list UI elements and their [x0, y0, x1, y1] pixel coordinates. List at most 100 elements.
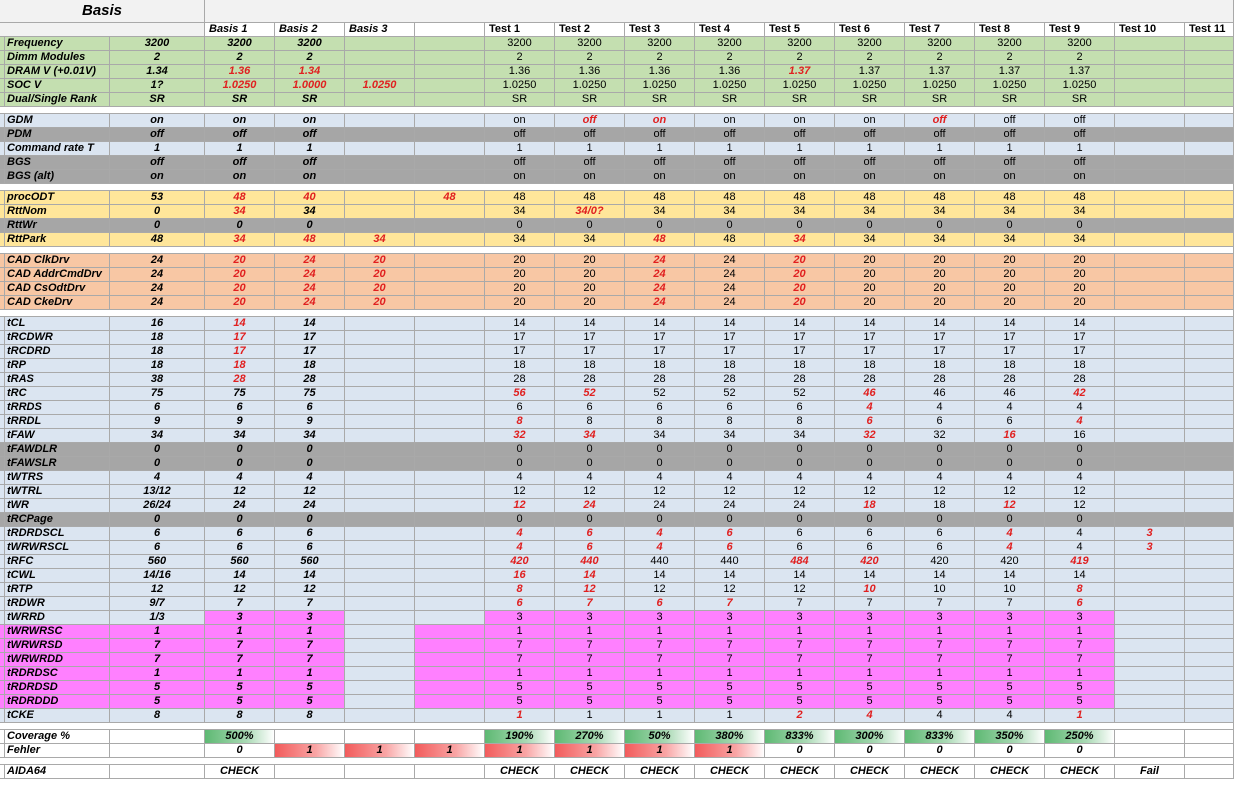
column-header[interactable]: Test 3 — [625, 23, 695, 37]
data-cell[interactable] — [345, 471, 415, 485]
data-cell[interactable] — [345, 541, 415, 555]
data-cell[interactable]: 4 — [975, 541, 1045, 555]
data-cell[interactable] — [415, 387, 485, 401]
data-cell[interactable]: 4 — [1045, 541, 1115, 555]
data-cell[interactable]: 1 — [1045, 667, 1115, 681]
data-cell[interactable]: 28 — [275, 373, 345, 387]
data-cell[interactable]: 1.37 — [835, 65, 905, 79]
data-cell[interactable]: 5 — [205, 681, 275, 695]
data-cell[interactable]: 24 — [695, 296, 765, 310]
data-cell[interactable] — [415, 730, 485, 744]
data-cell[interactable]: 6 — [905, 415, 975, 429]
data-cell[interactable]: 270% — [555, 730, 625, 744]
data-cell[interactable]: off — [905, 156, 975, 170]
data-cell[interactable] — [345, 219, 415, 233]
row-label[interactable]: RttPark — [5, 233, 110, 247]
data-cell[interactable] — [345, 205, 415, 219]
data-cell[interactable]: 17 — [1045, 331, 1115, 345]
data-cell[interactable] — [1115, 373, 1185, 387]
data-cell[interactable] — [1115, 499, 1185, 513]
data-cell[interactable]: 500% — [205, 730, 275, 744]
data-cell[interactable] — [1115, 639, 1185, 653]
data-cell[interactable] — [415, 373, 485, 387]
data-cell[interactable]: 5 — [275, 681, 345, 695]
data-cell[interactable]: 17 — [975, 331, 1045, 345]
data-cell[interactable]: 0 — [625, 457, 695, 471]
data-cell[interactable]: 14 — [205, 569, 275, 583]
row-edge[interactable] — [0, 667, 5, 681]
data-cell[interactable]: 17 — [485, 331, 555, 345]
data-cell[interactable]: 17 — [835, 331, 905, 345]
data-cell[interactable] — [345, 114, 415, 128]
data-cell[interactable] — [1185, 429, 1234, 443]
data-cell[interactable] — [415, 695, 485, 709]
data-cell[interactable]: 14 — [485, 317, 555, 331]
data-cell[interactable]: 2 — [695, 51, 765, 65]
data-cell[interactable] — [1185, 457, 1234, 471]
data-cell[interactable]: 48 — [555, 191, 625, 205]
data-cell[interactable]: 17 — [555, 331, 625, 345]
data-cell[interactable]: 5 — [275, 695, 345, 709]
data-cell[interactable] — [415, 401, 485, 415]
data-cell[interactable] — [415, 471, 485, 485]
data-cell[interactable]: 20 — [905, 296, 975, 310]
data-cell[interactable]: 2 — [905, 51, 975, 65]
data-cell[interactable]: 2 — [485, 51, 555, 65]
data-cell[interactable]: 1 — [345, 744, 415, 758]
data-cell[interactable]: 1.34 — [110, 65, 205, 79]
data-cell[interactable]: 12 — [765, 583, 835, 597]
data-cell[interactable] — [110, 744, 205, 758]
data-cell[interactable]: 17 — [975, 345, 1045, 359]
row-edge[interactable] — [0, 142, 5, 156]
row-label[interactable]: CAD ClkDrv — [5, 254, 110, 268]
data-cell[interactable] — [345, 499, 415, 513]
data-cell[interactable]: 34 — [205, 205, 275, 219]
data-cell[interactable]: off — [905, 128, 975, 142]
data-cell[interactable]: 6 — [485, 401, 555, 415]
data-cell[interactable] — [345, 730, 415, 744]
data-cell[interactable] — [1185, 597, 1234, 611]
data-cell[interactable] — [1115, 142, 1185, 156]
data-cell[interactable] — [415, 569, 485, 583]
data-cell[interactable]: 0 — [205, 457, 275, 471]
data-cell[interactable]: 1 — [975, 667, 1045, 681]
data-cell[interactable]: 48 — [275, 233, 345, 247]
data-cell[interactable]: 34 — [975, 233, 1045, 247]
data-cell[interactable]: 24 — [695, 254, 765, 268]
row-edge[interactable] — [0, 317, 5, 331]
data-cell[interactable]: 3 — [975, 611, 1045, 625]
data-cell[interactable]: off — [975, 114, 1045, 128]
data-cell[interactable]: off — [205, 128, 275, 142]
data-cell[interactable]: 34 — [555, 429, 625, 443]
column-header[interactable]: Test 7 — [905, 23, 975, 37]
row-edge[interactable] — [0, 233, 5, 247]
data-cell[interactable]: off — [695, 156, 765, 170]
column-header[interactable] — [415, 23, 485, 37]
data-cell[interactable] — [1115, 667, 1185, 681]
data-cell[interactable] — [1185, 730, 1234, 744]
data-cell[interactable]: 560 — [275, 555, 345, 569]
data-cell[interactable] — [345, 611, 415, 625]
data-cell[interactable] — [345, 142, 415, 156]
data-cell[interactable]: 420 — [485, 555, 555, 569]
data-cell[interactable]: off — [275, 156, 345, 170]
data-cell[interactable]: 5 — [905, 695, 975, 709]
data-cell[interactable]: off — [555, 128, 625, 142]
data-cell[interactable]: 9 — [110, 415, 205, 429]
data-cell[interactable]: 14 — [275, 569, 345, 583]
data-cell[interactable]: on — [110, 114, 205, 128]
data-cell[interactable]: 0 — [555, 513, 625, 527]
data-cell[interactable] — [1185, 268, 1234, 282]
data-cell[interactable] — [1185, 156, 1234, 170]
data-cell[interactable]: 28 — [905, 373, 975, 387]
data-cell[interactable] — [415, 37, 485, 51]
data-cell[interactable] — [110, 765, 205, 779]
data-cell[interactable]: 34 — [975, 205, 1045, 219]
data-cell[interactable]: 2 — [835, 51, 905, 65]
data-cell[interactable]: 52 — [625, 387, 695, 401]
data-cell[interactable]: 18 — [205, 359, 275, 373]
data-cell[interactable]: 48 — [1045, 191, 1115, 205]
spacer-row[interactable] — [0, 247, 1234, 254]
data-cell[interactable]: 1.0250 — [345, 79, 415, 93]
row-label[interactable]: tRDWR — [5, 597, 110, 611]
